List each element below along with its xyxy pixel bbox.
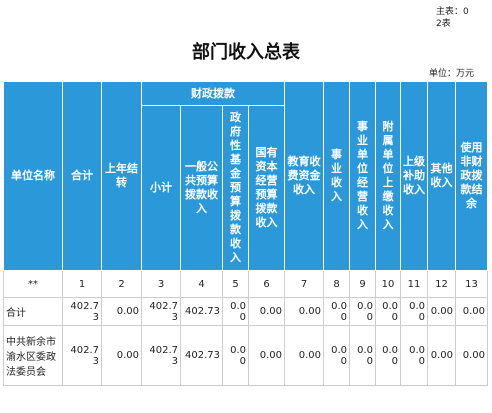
column-header: 一般公共预算拨款收入 <box>180 105 223 271</box>
value-cell: 0.00 <box>400 325 428 386</box>
value-cell: 402.73 <box>62 325 102 386</box>
value-cell: 0.00 <box>101 325 142 386</box>
index-cell: 5 <box>222 270 249 298</box>
index-cell: 12 <box>427 270 456 298</box>
name-cell: 合计 <box>3 297 63 326</box>
index-cell: 4 <box>180 270 223 298</box>
value-cell: 0.00 <box>400 297 428 326</box>
value-cell: 0.00 <box>349 325 376 386</box>
value-cell: 402.73 <box>62 297 102 326</box>
column-header: 上级补助收入 <box>400 81 428 271</box>
value-cell: 0.00 <box>427 325 456 386</box>
index-cell: 13 <box>455 270 488 298</box>
index-cell: 9 <box>349 270 376 298</box>
value-cell: 0.00 <box>284 297 324 326</box>
column-header: 上年结转 <box>101 81 142 271</box>
data-row: 合计 402.73 0.00 402.73 402.73 0.00 0.00 0.00 0.00… <box>3 297 488 326</box>
group-header: 财政拨款 <box>141 81 285 106</box>
value-cell: 0.00 <box>323 325 350 386</box>
value-cell: 0.00 <box>349 297 376 326</box>
value-cell: 402.73 <box>141 297 181 326</box>
column-header: 附属单位上缴收入 <box>375 81 401 271</box>
column-header: 使用非财政拨款结余 <box>455 81 488 271</box>
value-cell: 0.00 <box>375 325 401 386</box>
index-cell: 10 <box>375 270 401 298</box>
value-cell: 0.00 <box>101 297 142 326</box>
index-cell: ** <box>3 270 63 298</box>
unit: 单位：万元 <box>428 69 474 79</box>
index-cell: 2 <box>101 270 142 298</box>
value-cell: 0.00 <box>455 297 488 326</box>
value-cell: 402.73 <box>180 325 223 386</box>
value-cell: 0.00 <box>222 325 249 386</box>
title: 部门收入总表 <box>192 42 300 63</box>
header-row: 小计 一般公共预算拨款收入 政府性基金预算拨款收入 国有资本经营预算拨款收入 <box>4 105 488 271</box>
value-cell: 0.00 <box>248 325 285 386</box>
value-cell: 0.00 <box>323 297 350 326</box>
index-cell: 8 <box>323 270 350 298</box>
column-header: 教育收费资金收入 <box>284 81 324 271</box>
form-number: 主表：02表 <box>436 7 469 29</box>
value-cell: 402.73 <box>141 325 181 386</box>
value-cell: 0.00 <box>427 297 456 326</box>
column-header: 事业收入 <box>323 81 350 271</box>
column-header: 政府性基金预算拨款收入 <box>222 105 249 271</box>
column-header: 合计 <box>62 81 102 271</box>
value-cell: 0.00 <box>222 297 249 326</box>
name-cell: 中共新余市渝水区委政法委员会 <box>3 325 63 386</box>
value-cell: 0.00 <box>455 325 488 386</box>
data-row: 中共新余市渝水区委政法委员会 402.73 0.00 402.73 402.73 0.00… <box>3 325 488 386</box>
index-cell: 7 <box>284 270 324 298</box>
header-row: 单位名称 合计 上年结转 财政拨款 教育收费资金收入 事业收入 事业单位经营收入 附属单位上缴… <box>3 81 488 271</box>
column-header: 事业单位经营收入 <box>349 81 376 271</box>
index-cell: 3 <box>141 270 181 298</box>
income-table: 单位名称 合计 上年结转 财政拨款 教育收费资金收入 事业收入 事业单位经营收入 附属单位上缴… <box>3 81 488 386</box>
index-cell: 6 <box>248 270 285 298</box>
value-cell: 0.00 <box>375 297 401 326</box>
index-cell: 1 <box>62 270 102 298</box>
index-row: ** 1 2 3 4 5 6 7 8 9 10 11 12 13 <box>3 270 488 298</box>
column-header: 小计 <box>141 105 181 271</box>
column-header: 国有资本经营预算拨款收入 <box>248 105 285 271</box>
value-cell: 402.73 <box>180 297 223 326</box>
column-header: 单位名称 <box>3 81 63 271</box>
index-cell: 11 <box>400 270 428 298</box>
column-header: 其他收入 <box>427 81 456 271</box>
value-cell: 0.00 <box>284 325 324 386</box>
value-cell: 0.00 <box>248 297 285 326</box>
